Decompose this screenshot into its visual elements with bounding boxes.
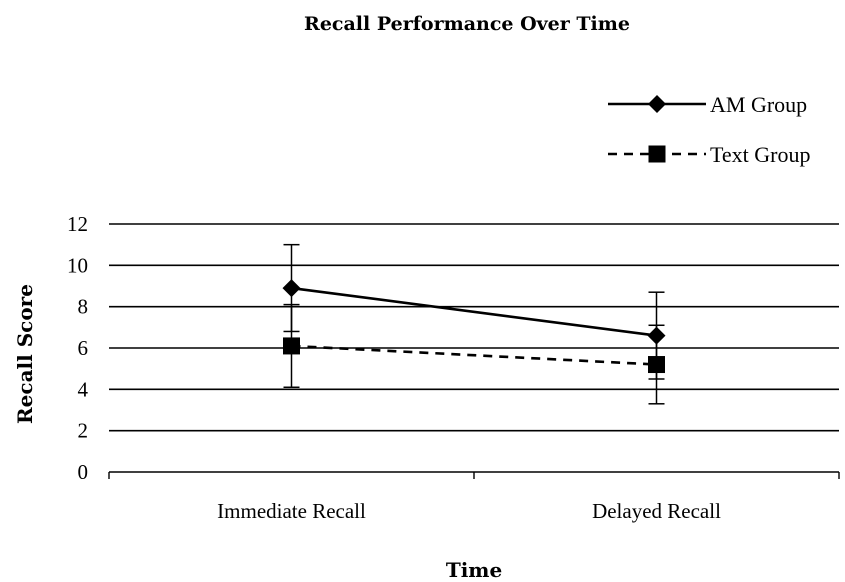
data-point-0-0 xyxy=(282,279,301,298)
y-axis-label: Recall Score xyxy=(13,284,37,424)
series-layer xyxy=(282,243,666,405)
legend-marker-0 xyxy=(648,95,666,113)
legend: AM Group Text Group xyxy=(608,92,811,167)
legend-marker-1 xyxy=(648,145,666,163)
data-point-1-0 xyxy=(283,337,300,355)
legend-item-0: AM Group xyxy=(608,92,807,117)
y-tick-label-4: 4 xyxy=(78,377,89,401)
chart-title: Recall Performance Over Time xyxy=(304,13,630,35)
series-0 xyxy=(282,243,666,380)
y-tick-label-0: 0 xyxy=(78,460,89,484)
axes xyxy=(108,471,840,479)
series-line-1 xyxy=(291,344,657,366)
series-line-0 xyxy=(291,286,657,337)
y-tick-label-6: 6 xyxy=(78,336,89,360)
y-tick-label-10: 10 xyxy=(67,253,88,277)
x-category-label-1: Delayed Recall xyxy=(592,499,721,523)
x-category-labels: Immediate Recall Delayed Recall xyxy=(217,499,721,523)
y-tick-labels: 0 2 4 6 8 10 12 xyxy=(67,212,89,484)
legend-label-0: AM Group xyxy=(710,92,807,117)
legend-label-1: Text Group xyxy=(710,142,811,167)
y-tick-label-2: 2 xyxy=(78,419,89,443)
legend-item-1: Text Group xyxy=(608,142,811,167)
x-category-label-0: Immediate Recall xyxy=(217,499,366,523)
y-tick-label-12: 12 xyxy=(67,212,88,236)
data-point-1-1 xyxy=(648,356,665,374)
x-axis-label: Time xyxy=(446,558,502,582)
y-tick-label-8: 8 xyxy=(78,295,89,319)
series-1 xyxy=(283,303,665,405)
gridlines xyxy=(109,223,839,432)
